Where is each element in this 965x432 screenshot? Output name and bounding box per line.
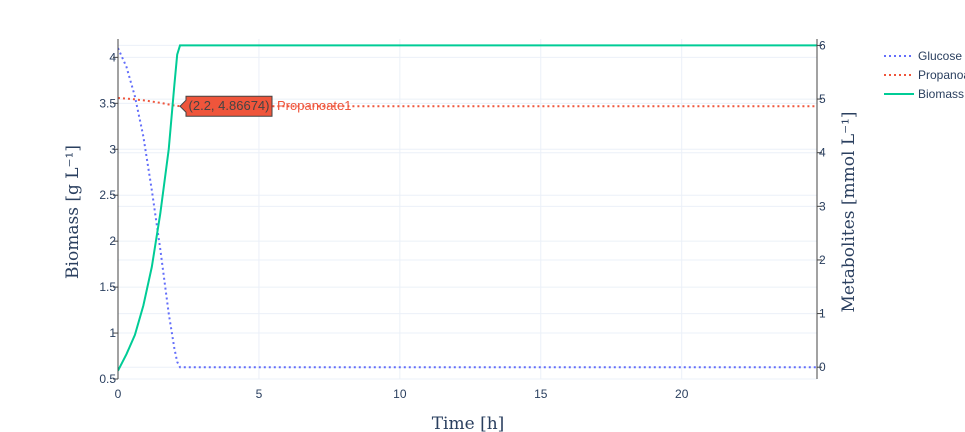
plot-area[interactable] [118, 44, 817, 372]
y-left-tick-label: 1.5 [99, 280, 116, 294]
y-right-tick-label: 1 [819, 307, 826, 321]
y-left-tick-label: 0.5 [99, 372, 116, 386]
y-right-tick-label: 3 [819, 199, 826, 213]
y-right-tick-label: 6 [819, 38, 826, 52]
y-left-tick-label: 3 [109, 142, 116, 156]
x-tick-label: 10 [393, 387, 407, 401]
y-right-axis-title: Metabolites [mmol L⁻¹] [839, 111, 859, 312]
x-tick-label: 5 [256, 387, 263, 401]
legend-label-glucose[interactable]: Glucose [918, 49, 962, 63]
legend-label-biomass[interactable]: Biomass [918, 87, 964, 101]
y-left-tick-label: 1 [109, 326, 116, 340]
x-tick-label: 20 [675, 387, 689, 401]
y-left-axis-title: Biomass [g L⁻¹] [63, 145, 83, 279]
hover-tooltip: (2.2, 4.86674) Propanoate1 [179, 95, 351, 117]
hover-value-label: (2.2, 4.86674) [189, 98, 270, 113]
hover-box [179, 95, 273, 117]
y-right-tick-label: 5 [819, 92, 826, 106]
y-left-tick-label: 4 [109, 50, 116, 64]
legend-label-propanoate1[interactable]: Propanoate1 [918, 68, 965, 82]
y-right-tick-label: 0 [819, 360, 826, 374]
y-left-tick-label: 3.5 [99, 96, 116, 110]
y-left-tick-label: 2.5 [99, 188, 116, 202]
x-tick-label: 0 [115, 387, 122, 401]
x-axis-title: Time [h] [432, 414, 505, 432]
y-right-tick-label: 2 [819, 253, 826, 267]
hover-series-name: Propanoate1 [277, 98, 351, 113]
y-right-tick-label: 4 [819, 146, 826, 160]
grid [117, 39, 817, 380]
series-line-biomass[interactable] [118, 44, 817, 372]
y-left-tick-label: 2 [109, 234, 116, 248]
axis-ticks: 0 5 10 15 20 0.5 1 1.5 2 2.5 3 3.5 4 0 1 2 3 4 5 6 [99, 38, 826, 401]
x-tick-label: 15 [534, 387, 548, 401]
legend[interactable]: Glucose Propanoate1 Biomass [884, 49, 965, 101]
series-line-glucose[interactable] [118, 47, 817, 369]
